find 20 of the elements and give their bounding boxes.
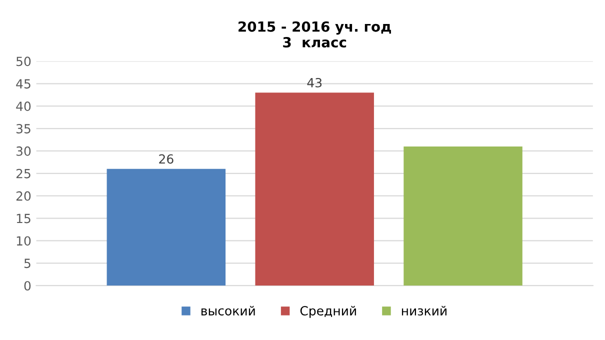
y-tick-label: 45 — [16, 79, 30, 89]
chart-title: 2015 - 2016 уч. год 3 класс — [238, 21, 391, 48]
y-tick-label: 40 — [16, 102, 31, 112]
legend-label: низкий — [402, 306, 446, 316]
y-tick-label: 20 — [16, 191, 31, 201]
y-tick-label: 50 — [16, 56, 31, 66]
legend-label: Средний — [300, 306, 356, 318]
bar — [404, 146, 522, 286]
data-label: 43 — [307, 78, 322, 88]
y-tick-label: 10 — [16, 236, 31, 246]
bar — [255, 92, 374, 286]
bar — [106, 168, 226, 286]
y-tick-label: 0 — [24, 281, 31, 291]
data-label: 26 — [159, 154, 174, 164]
legend-label: высокий — [202, 306, 255, 316]
y-tick-label: 5 — [24, 258, 30, 268]
y-tick-label: 15 — [16, 214, 30, 224]
y-tick-label: 35 — [16, 124, 30, 134]
y-tick-label: 30 — [16, 146, 31, 156]
y-tick-label: 25 — [16, 168, 30, 178]
